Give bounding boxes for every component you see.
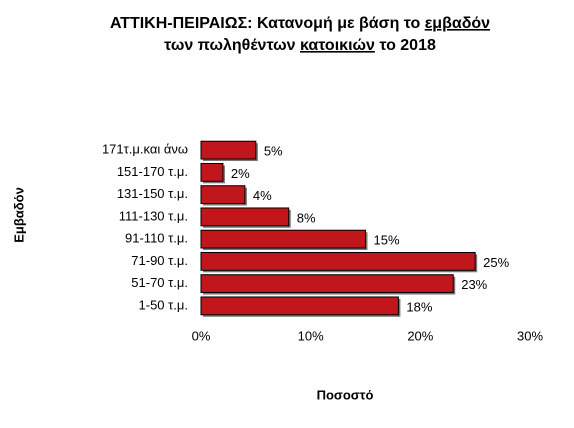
y-tick-label: 171τ.μ.και άνω (102, 142, 188, 157)
title-segment: των πωληθέντων (164, 37, 300, 54)
value-label: 25% (483, 255, 509, 270)
bar (200, 162, 224, 182)
bar (200, 207, 290, 227)
chart-title-line-2: των πωληθέντων κατοικιών το 2018 (164, 37, 436, 54)
value-label: 18% (406, 299, 432, 314)
value-label: 8% (297, 210, 316, 225)
title-segment: εμβαδόν (425, 15, 490, 32)
y-tick-label: 51-70 τ.μ. (131, 275, 188, 290)
y-tick-label: 91-110 τ.μ. (125, 231, 188, 246)
y-tick-label: 111-130 τ.μ. (119, 208, 188, 223)
bar (200, 274, 454, 294)
bar (200, 251, 476, 271)
value-label: 15% (374, 233, 400, 248)
title-segment: το 2018 (375, 37, 436, 54)
value-label: 4% (253, 188, 272, 203)
bar (200, 229, 366, 249)
x-tick-label: 30% (517, 328, 543, 343)
x-tick-label: 20% (407, 328, 433, 343)
value-label: 2% (231, 166, 250, 181)
x-tick-label: 0% (192, 328, 211, 343)
chart-title-line-1: ΑΤΤΙΚΗ-ΠΕΙΡΑΙΩΣ: Κατανομή με βάση το εμβ… (110, 15, 490, 32)
x-axis-title: Ποσοστό (317, 387, 374, 402)
bar (200, 140, 257, 160)
y-axis-title: Εμβαδόν (11, 187, 26, 243)
y-tick-label: 1-50 τ.μ. (139, 297, 188, 312)
title-segment: κατοικιών (300, 37, 375, 54)
y-tick-label: 131-150 τ.μ. (117, 186, 188, 201)
x-tick-label: 10% (298, 328, 324, 343)
y-tick-label: 71-90 τ.μ. (131, 253, 188, 268)
bar (200, 185, 246, 205)
y-tick-label: 151-170 τ.μ. (117, 164, 188, 179)
value-label: 5% (264, 144, 283, 159)
bar (200, 296, 399, 316)
title-segment: ΑΤΤΙΚΗ-ΠΕΙΡΑΙΩΣ: Κατανομή με βάση το (110, 15, 425, 32)
value-label: 23% (461, 277, 487, 292)
